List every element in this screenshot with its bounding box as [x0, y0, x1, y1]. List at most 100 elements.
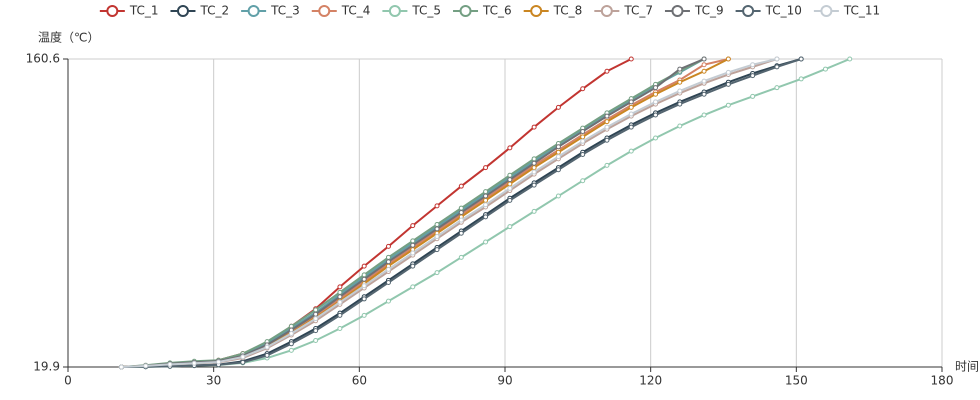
point — [410, 242, 416, 248]
point — [507, 172, 513, 178]
point — [628, 104, 634, 110]
point — [774, 56, 780, 62]
point — [628, 124, 634, 130]
legend-icon — [318, 5, 331, 17]
point — [483, 239, 489, 245]
point — [555, 144, 561, 150]
point — [385, 259, 391, 265]
x-tick-label: 30 — [206, 374, 221, 388]
point — [458, 217, 464, 223]
series-line — [121, 58, 705, 368]
point — [531, 124, 537, 130]
point — [434, 270, 440, 276]
legend-label: TC_1 — [129, 4, 159, 18]
legend-icon — [600, 5, 613, 17]
point — [458, 183, 464, 189]
point — [483, 189, 489, 195]
legend-label: TC_11 — [843, 4, 880, 18]
point — [701, 91, 707, 97]
point — [507, 177, 513, 183]
point — [337, 312, 343, 318]
point — [507, 197, 513, 203]
point — [750, 62, 756, 68]
point — [677, 123, 683, 129]
point — [531, 156, 537, 162]
x-tick-label: 150 — [785, 374, 808, 388]
point — [483, 214, 489, 220]
point — [798, 76, 804, 82]
point — [361, 283, 367, 289]
point — [385, 266, 391, 272]
legend-label: TC_4 — [341, 4, 371, 18]
point — [264, 352, 270, 358]
point — [725, 69, 731, 75]
point — [434, 226, 440, 232]
point — [580, 178, 586, 184]
point — [434, 203, 440, 209]
point — [483, 165, 489, 171]
legend: TC_1 TC_2 TC_3 TC_4 TC_5 TC_6 TC_8 TC_7 TC_9 TC_1… — [99, 4, 880, 18]
point — [604, 124, 610, 130]
point — [507, 181, 513, 187]
point — [361, 312, 367, 318]
point — [313, 338, 319, 344]
legend-label: TC_7 — [623, 4, 653, 18]
point — [434, 221, 440, 227]
point — [410, 238, 416, 244]
point — [216, 359, 222, 365]
series-line — [121, 58, 778, 368]
point — [337, 294, 343, 300]
point — [385, 298, 391, 304]
point — [653, 85, 659, 91]
point — [361, 263, 367, 269]
point — [531, 182, 537, 188]
point — [337, 289, 343, 295]
legend-icon — [106, 5, 119, 17]
legend-label: TC_8 — [553, 4, 583, 18]
point — [410, 284, 416, 290]
point — [580, 151, 586, 157]
y-axis-label: 温度（℃） — [38, 30, 99, 45]
legend-icon — [247, 5, 260, 17]
point — [555, 104, 561, 110]
point — [555, 149, 561, 155]
point — [458, 230, 464, 236]
series-line — [121, 58, 632, 368]
point — [361, 272, 367, 278]
legend-icon — [742, 5, 755, 17]
point — [458, 205, 464, 211]
point — [288, 331, 294, 337]
point — [118, 364, 124, 370]
series-line — [121, 58, 729, 368]
point — [604, 137, 610, 143]
point — [337, 284, 343, 290]
series-line — [121, 58, 705, 368]
point — [507, 224, 513, 230]
point — [725, 102, 731, 108]
point — [774, 64, 780, 70]
point — [677, 66, 683, 72]
point — [143, 363, 149, 369]
point — [580, 138, 586, 144]
point — [580, 134, 586, 140]
legend-label: TC_5 — [411, 4, 441, 18]
point — [677, 88, 683, 94]
legend-icon — [459, 5, 472, 17]
point — [653, 91, 659, 97]
legend-label: TC_10 — [765, 4, 802, 18]
point — [822, 66, 828, 72]
legend-label: TC_9 — [694, 4, 724, 18]
point — [725, 81, 731, 87]
point — [410, 223, 416, 229]
legend-icon — [820, 5, 833, 17]
point — [798, 56, 804, 62]
point — [750, 73, 756, 79]
legend-label: TC_3 — [270, 4, 300, 18]
point — [313, 307, 319, 313]
x-tick-label: 0 — [64, 374, 72, 388]
point — [555, 167, 561, 173]
point — [264, 344, 270, 350]
point — [337, 299, 343, 305]
point — [458, 209, 464, 215]
point — [507, 145, 513, 151]
